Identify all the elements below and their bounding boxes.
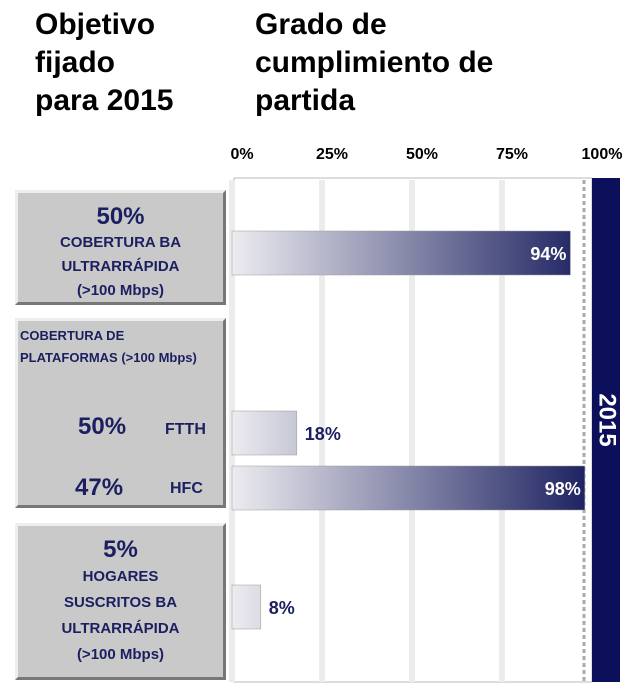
target-box: 5% HOGARES SUSCRITOS BA ULTRARRÁPIDA (>1… <box>15 523 226 680</box>
value-label: 8% <box>269 598 295 618</box>
x-tick-label: 50% <box>406 146 438 163</box>
progress-header: Grado de cumplimiento de partida <box>255 6 493 120</box>
x-tick-label: 0% <box>230 146 253 163</box>
target-value: 50% <box>96 203 145 230</box>
target-box: 50% COBERTURA BA ULTRARRÁPIDA (>100 Mbps… <box>15 190 226 305</box>
x-tick-label: 100% <box>582 146 623 163</box>
category-label: FTTH <box>165 421 206 438</box>
bar <box>231 465 586 511</box>
header-line: fijado <box>35 46 115 79</box>
value-label: 94% <box>530 244 566 264</box>
category-label: HFC <box>170 480 203 497</box>
target-box: COBERTURA DE PLATAFORMAS (>100 Mbps) <box>15 318 226 508</box>
value-label: 98% <box>545 479 581 499</box>
target-value: 5% <box>103 536 138 563</box>
target-value: 50% <box>78 413 127 440</box>
target-label: HOGARES SUSCRITOS BA ULTRARRÁPIDA (>100 … <box>61 568 180 663</box>
bar <box>231 410 298 456</box>
x-tick-label: 75% <box>496 146 528 163</box>
header-line: cumplimiento de <box>255 46 494 79</box>
bar <box>231 584 262 630</box>
x-tick-label: 25% <box>316 146 348 163</box>
header-line: Grado de <box>255 8 387 41</box>
group-label: COBERTURA DE PLATAFORMAS (>100 Mbps) <box>20 328 197 365</box>
plot-area <box>233 177 593 683</box>
target-label: COBERTURA BA ULTRARRÁPIDA (>100 Mbps) <box>59 234 182 299</box>
header-line: para 2015 <box>35 84 174 117</box>
year-label: 2015 <box>594 393 621 446</box>
header-line: partida <box>255 84 356 117</box>
value-label: 18% <box>305 424 341 444</box>
bar <box>231 230 571 276</box>
year-band <box>592 178 620 682</box>
target-value: 47% <box>75 474 124 501</box>
header-line: Objetivo <box>35 8 156 41</box>
target-header: Objetivo fijado para 2015 <box>35 6 173 120</box>
